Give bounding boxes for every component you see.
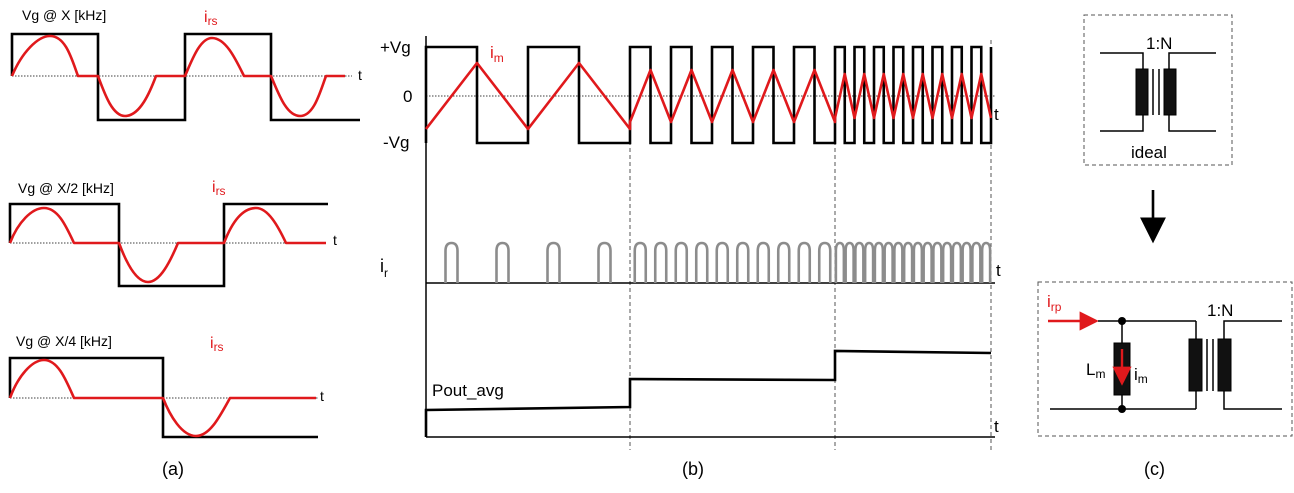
axis-t-bottom: t [994, 417, 999, 436]
plus-vg-label: +Vg [380, 38, 411, 57]
gate-square-wave-b [424, 45, 993, 145]
resonant-current-pulses [444, 241, 992, 283]
ir-pulse [597, 241, 612, 283]
ir-pulse [922, 241, 933, 283]
ir-pulse [902, 241, 914, 283]
axis-t-x4: t [320, 388, 324, 404]
gate-square-wave-x4 [8, 356, 318, 439]
im-triangle-wave [424, 61, 993, 131]
gate-label-x2: Vg @ X/2 [kHz] [18, 180, 114, 196]
im-label: im [490, 43, 504, 65]
ideal-label: ideal [1131, 143, 1167, 162]
ir-pulse [912, 241, 924, 283]
panel-b-label: (b) [682, 459, 704, 479]
irs-label-x: irs [204, 9, 218, 28]
irs-label-x2: irs [212, 179, 226, 198]
lm-label: Lm [1086, 360, 1105, 381]
gate-square-wave-x2 [8, 202, 328, 288]
transformer-icon [1100, 52, 1216, 132]
resonant-current-x [10, 34, 345, 118]
axis-t-x2: t [333, 232, 337, 248]
transformer-model-box [1037, 281, 1293, 437]
ir-pulse [444, 241, 459, 283]
panel-a: Vg @ X [kHz] irs t Vg @ X/2 [kHz] irs t … [8, 7, 362, 479]
ir-pulse [546, 241, 561, 283]
ir-pulse [961, 241, 972, 283]
ir-pulse [834, 241, 846, 283]
panel-c-label: (c) [1144, 459, 1165, 479]
ir-pulse [817, 241, 832, 283]
ir-pulse [633, 241, 648, 283]
ir-pulse [854, 241, 865, 283]
model-ratio-label: 1:N [1207, 301, 1233, 320]
panel-c: 1:N ideal irp Lm im 1:N [1037, 14, 1293, 479]
ir-pulse [893, 241, 904, 283]
panel-b: +Vg 0 -Vg im t ir t Pout_avg t (b) [380, 36, 1001, 479]
ir-pulse [844, 241, 855, 283]
ir-pulse [776, 241, 791, 283]
ir-pulse [883, 241, 894, 283]
ir-pulse [715, 241, 730, 283]
zero-label: 0 [403, 87, 412, 106]
pout-avg-trace [424, 349, 992, 437]
gate-label-x: Vg @ X [kHz] [22, 7, 106, 23]
ir-label: ir [380, 256, 388, 280]
irp-label: irp [1047, 292, 1062, 314]
ir-pulse [951, 241, 963, 283]
ir-pulse [971, 241, 982, 283]
plot-x: Vg @ X [kHz] irs t [10, 7, 362, 122]
plot-x-quarter: Vg @ X/4 [kHz] irs t [8, 333, 324, 439]
resonant-current-x2 [8, 206, 326, 284]
resonant-current-x4 [8, 358, 316, 438]
ideal-transformer-box [1083, 14, 1233, 166]
minus-vg-label: -Vg [383, 133, 409, 152]
ir-pulse [653, 241, 668, 283]
ir-pulse [980, 241, 992, 283]
ideal-ratio-label: 1:N [1146, 34, 1172, 53]
axis-t-top: t [994, 105, 999, 124]
ir-pulse [756, 241, 771, 283]
irs-label-x4: irs [210, 335, 224, 354]
ir-pulse [694, 241, 709, 283]
plot-x-half: Vg @ X/2 [kHz] irs t [8, 179, 337, 288]
axis-t-mid: t [996, 261, 1001, 280]
ir-pulse [863, 241, 875, 283]
panel-a-label: (a) [162, 459, 184, 479]
axis-t-x: t [358, 67, 362, 83]
gate-square-wave-x [10, 32, 360, 122]
ir-pulse [932, 241, 943, 283]
ir-pulse [674, 241, 689, 283]
gate-label-x4: Vg @ X/4 [kHz] [16, 333, 112, 349]
ir-pulse [873, 241, 885, 283]
pout-label: Pout_avg [432, 381, 504, 400]
magnetizing-current-wave [424, 61, 993, 131]
im-branch-label: im [1134, 365, 1148, 386]
ir-pulse [735, 241, 750, 283]
ir-pulse [495, 241, 510, 283]
gate-voltage-wave [424, 45, 993, 145]
ir-pulse [941, 241, 953, 283]
ir-pulse [797, 241, 812, 283]
transformer-icon-model [1188, 320, 1282, 410]
